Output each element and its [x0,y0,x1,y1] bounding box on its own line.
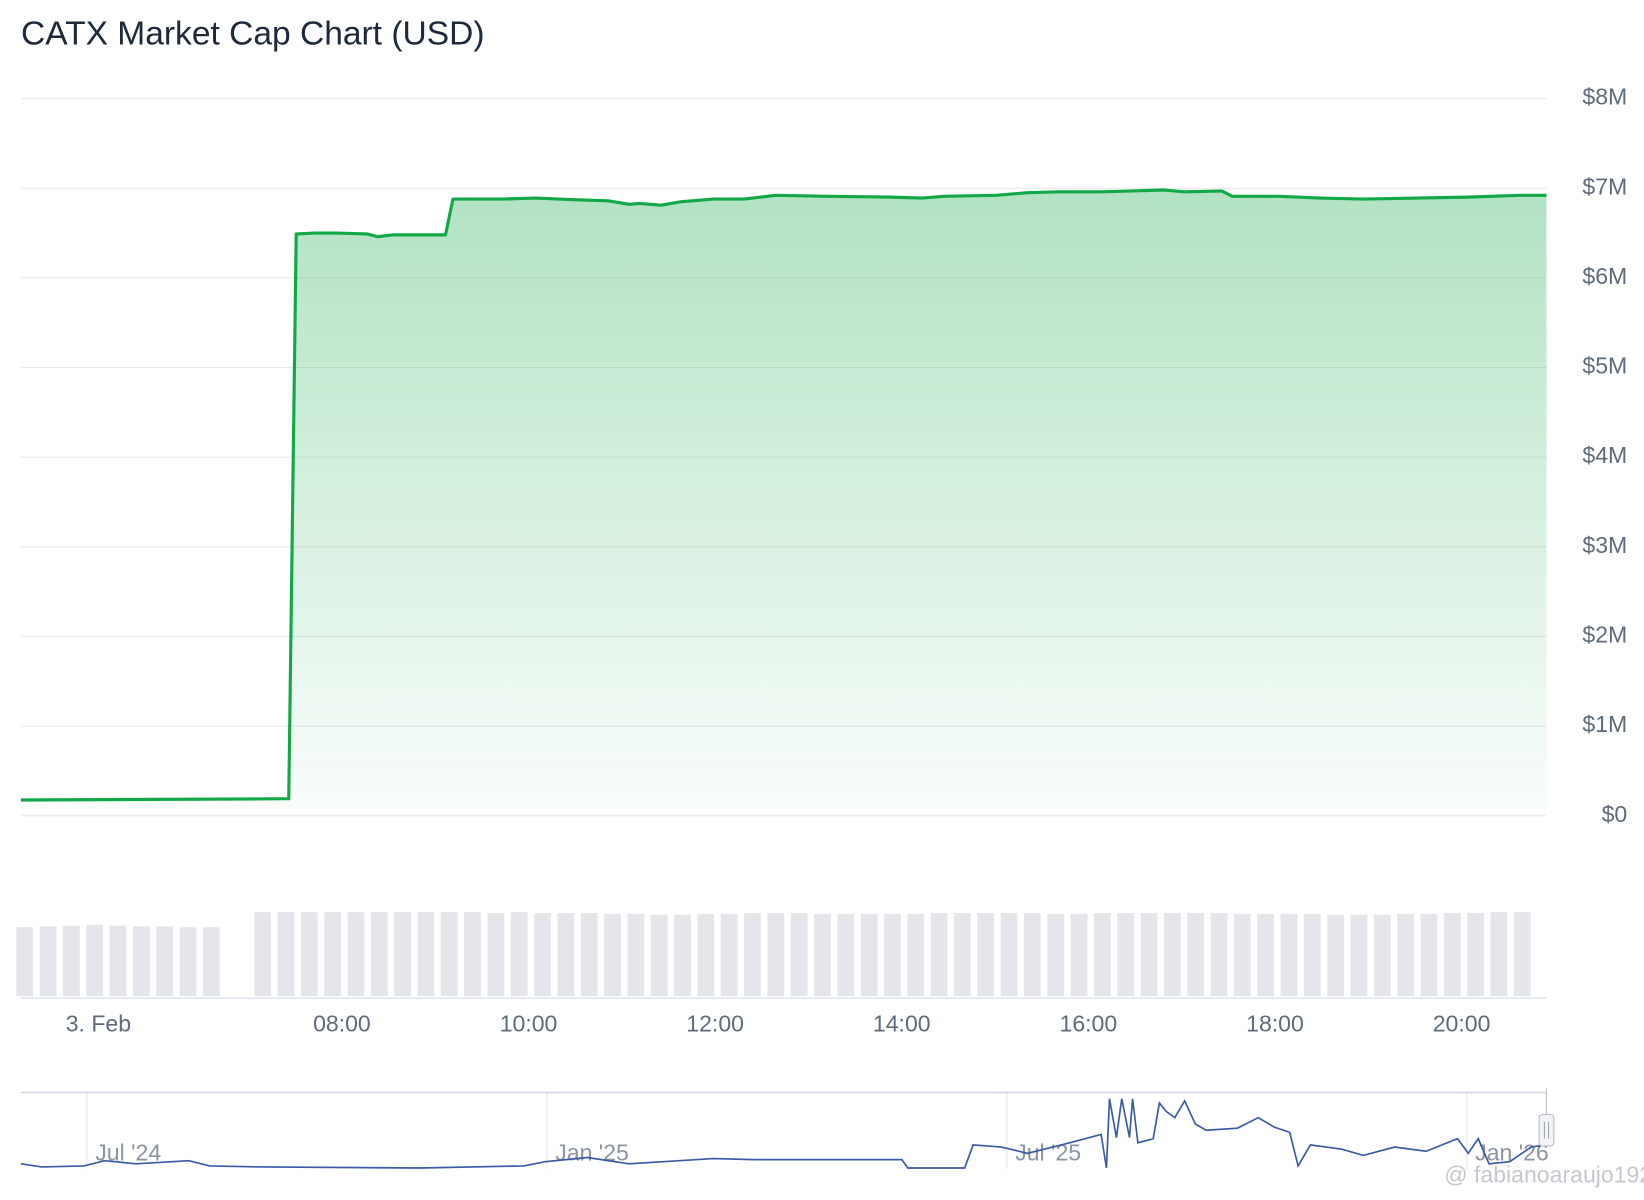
navigator-tick-label: Jan '26 [1475,1139,1549,1165]
volume-bar [39,926,57,997]
volume-bar [1000,913,1018,997]
x-tick-label: 3. Feb [66,1011,131,1037]
volume-bar [464,912,481,997]
volume-bar [179,927,197,997]
volume-bar [814,913,831,997]
volume-bar [202,927,220,997]
navigator-line [20,1098,1547,1169]
volume-bar [394,912,411,997]
y-tick-label: $5M [1582,353,1627,379]
volume-bar [1210,913,1228,997]
x-tick-label: 18:00 [1246,1011,1304,1037]
volume-bar [1443,913,1461,997]
volume-bar [156,926,174,997]
volume-bar [1303,913,1321,997]
volume-bar [580,913,598,997]
volume-bar [534,913,551,997]
volume-bar [1490,912,1508,997]
volume-bar [557,913,575,997]
x-tick-label: 08:00 [313,1011,371,1037]
volume-bar [977,913,995,997]
volume-bar [347,912,365,997]
volume-bar [277,912,295,997]
volume-bar [907,913,925,997]
volume-bar [744,913,761,997]
volume-bar [417,912,435,997]
x-tick-label: 20:00 [1433,1011,1491,1037]
volume-bar [1117,913,1135,997]
volume-bar [1187,913,1205,997]
volume-bar [837,913,855,997]
volume-bar [254,912,272,997]
volume-bar [62,925,80,997]
volume-bar [1163,913,1181,997]
volume-bar [1467,913,1484,997]
y-tick-label: $6M [1582,263,1627,289]
volume-bar [1140,913,1158,997]
y-tick-label: $7M [1582,173,1627,199]
y-tick-label: $0 [1602,801,1628,827]
volume-bar [1023,913,1041,997]
y-tick-label: $4M [1582,442,1627,468]
volume-bar [1257,913,1275,997]
x-tick-label: 16:00 [1060,1011,1118,1037]
volume-bar [109,925,127,997]
x-tick-label: 10:00 [500,1011,558,1037]
y-tick-label: $3M [1582,532,1627,558]
volume-bar [954,913,971,997]
volume-bar [86,924,104,997]
chart-title: CATX Market Cap Chart (USD) [21,16,485,53]
volume-bar [1233,913,1251,997]
volume-bar [720,913,738,997]
volume-bar [627,913,645,997]
volume-bar [1420,913,1438,997]
y-tick-label: $8M [1582,84,1627,110]
volume-bar [697,913,715,997]
volume-bar [1397,913,1414,997]
series-line [20,188,1547,802]
volume-bar [1093,913,1111,997]
volume-bar [132,926,150,997]
volume-bar [650,914,668,997]
volume-bar [370,912,388,997]
area-fill [20,189,1547,816]
volume-bar [1070,913,1088,997]
x-tick-label: 12:00 [686,1011,744,1037]
volume-bar [487,913,505,997]
volume-bar [884,913,901,997]
volume-bar [16,927,34,997]
watermark: @ fabianoaraujo1925 [1444,1161,1644,1187]
volume-bar [300,912,318,997]
volume-bar [860,913,878,997]
volume-bar [1327,914,1345,997]
volume-bar [1513,912,1531,997]
y-tick-label: $2M [1582,622,1627,648]
navigator-frame [20,1088,1555,1147]
volume-bar [767,913,785,997]
volume-bar [510,912,528,997]
volume-bar [1280,913,1298,997]
volume-bar [604,913,621,997]
volume-bar [1373,914,1391,997]
volume-bar [440,912,458,997]
volume-bar [674,914,691,997]
x-tick-label: 14:00 [873,1011,931,1037]
volume-bar [930,913,948,997]
y-tick-label: $1M [1582,711,1627,737]
volume-bar [790,913,808,997]
volume-bar [1047,913,1065,997]
volume-bar [1350,914,1368,997]
volume-bar [324,912,341,997]
